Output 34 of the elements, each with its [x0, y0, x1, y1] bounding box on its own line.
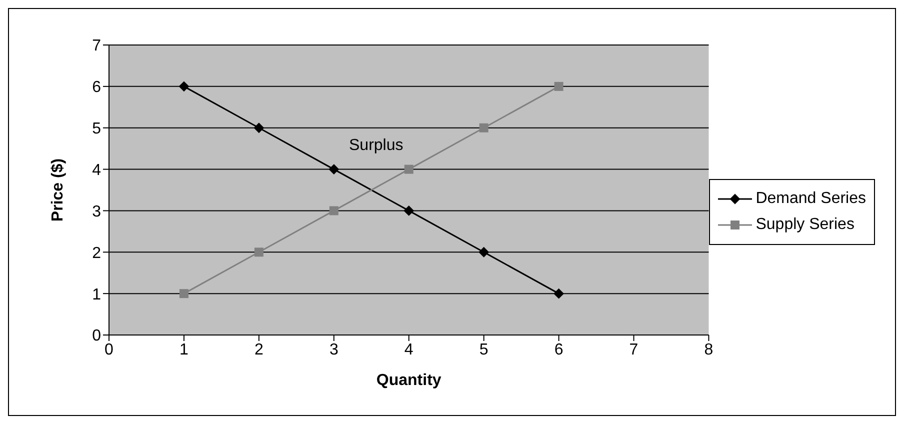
- y-axis-title: Price ($): [50, 158, 67, 222]
- y-tick-label: 4: [92, 162, 102, 179]
- x-tick-label: 5: [479, 341, 488, 358]
- point: [479, 123, 488, 132]
- point: [404, 164, 414, 174]
- x-tick-label: 1: [180, 341, 189, 358]
- legend-label: Supply Series: [756, 216, 854, 234]
- point: [328, 164, 339, 174]
- legend-label: Demand Series: [756, 190, 866, 208]
- x-tick-label: 2: [254, 341, 264, 358]
- y-tick-label: 0: [92, 328, 102, 345]
- x-tick-label: 3: [329, 341, 338, 358]
- y-tick-label: 1: [92, 286, 102, 304]
- x-tick-label: 8: [704, 341, 714, 358]
- point: [254, 122, 264, 133]
- x-tick-label: 6: [554, 341, 564, 358]
- point: [178, 81, 189, 92]
- x-tick-label: 7: [629, 341, 638, 358]
- point: [179, 289, 188, 298]
- point: [254, 248, 264, 257]
- x-axis-title: Quantity: [376, 372, 442, 389]
- y-tick-label: 5: [92, 120, 102, 138]
- point: [478, 247, 489, 258]
- x-tick-label: 4: [404, 341, 414, 358]
- x-tick-label: 0: [104, 341, 114, 358]
- annotation: Surplus: [349, 137, 404, 155]
- point: [404, 206, 414, 216]
- y-tick-label: 3: [92, 203, 102, 220]
- y-tick-label: 7: [92, 38, 102, 55]
- point: [554, 288, 564, 299]
- point: [554, 82, 564, 91]
- y-tick-label: 2: [92, 244, 102, 262]
- y-tick-label: 6: [92, 79, 102, 96]
- point: [329, 206, 338, 216]
